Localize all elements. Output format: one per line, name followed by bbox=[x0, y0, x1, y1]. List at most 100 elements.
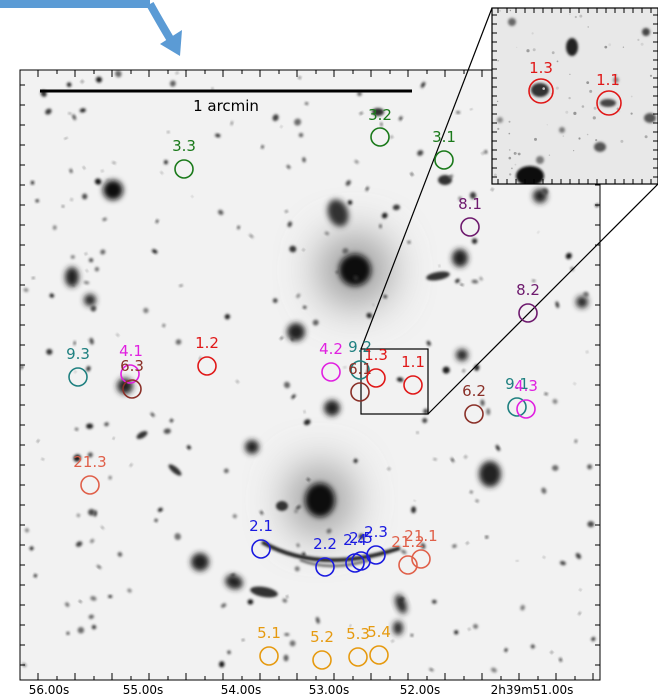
arrow-bar bbox=[0, 0, 150, 8]
marker-circle bbox=[321, 362, 341, 382]
marker-label: 2.5 bbox=[349, 529, 373, 547]
marker-circle bbox=[350, 360, 370, 380]
marker-circle bbox=[350, 382, 370, 402]
marker-circle bbox=[460, 217, 480, 237]
zoom-connector-bottom bbox=[427, 183, 658, 415]
marker-label: 1.1 bbox=[401, 353, 425, 371]
marker-circle bbox=[398, 555, 418, 575]
marker-6-3: 6.3 bbox=[120, 357, 144, 399]
inset-marker-1-1: 1.1 bbox=[596, 71, 622, 116]
marker-label: 21.1 bbox=[404, 527, 437, 545]
zoom-inset: 1.3 1.1 bbox=[491, 7, 658, 185]
image-markers: 3.3 3.2 3.1 8.1 8.2 9.3 4.16.3 1.2 4.2 9.2 6.11.3 1… bbox=[66, 106, 540, 670]
x-tick-label: 56.00s bbox=[29, 683, 70, 697]
marker-circle bbox=[366, 368, 386, 388]
marker-circle bbox=[197, 356, 217, 376]
marker-8-1: 8.1 bbox=[458, 195, 482, 237]
marker-label: 5.1 bbox=[257, 624, 281, 642]
marker-1-2: 1.2 bbox=[195, 334, 219, 376]
marker-circle bbox=[68, 367, 88, 387]
marker-label: 3.3 bbox=[172, 137, 196, 155]
marker-21-2: 21.2 bbox=[391, 533, 425, 575]
marker-label: 2.1 bbox=[249, 517, 273, 535]
inset-marker-circle bbox=[528, 78, 554, 104]
x-tick-label: 55.00s bbox=[123, 683, 164, 697]
marker-9-2: 9.2 bbox=[348, 338, 372, 380]
marker-label: 2.4 bbox=[343, 531, 367, 549]
marker-label: 3.1 bbox=[432, 128, 456, 146]
x-tick-labels: 56.00s 55.00s 54.00s 53.00s 52.00s 2h39m51.00… bbox=[29, 683, 574, 697]
marker-4-3: 4.3 bbox=[514, 377, 538, 419]
image-frame bbox=[19, 69, 601, 681]
scale-bar-label: 1 arcmin bbox=[193, 97, 259, 115]
marker-label: 5.2 bbox=[310, 628, 334, 646]
marker-6-1: 6.1 bbox=[348, 360, 372, 402]
marker-label: 21.3 bbox=[73, 453, 106, 471]
marker-21-3: 21.3 bbox=[73, 453, 107, 495]
zoom-box bbox=[360, 348, 429, 415]
marker-label: 9.1 bbox=[505, 375, 529, 393]
marker-circle bbox=[120, 364, 140, 384]
marker-circle bbox=[518, 303, 538, 323]
marker-circle bbox=[122, 379, 142, 399]
marker-circle bbox=[403, 375, 423, 395]
inset-ticks bbox=[492, 8, 658, 184]
x-tick-label: 53.00s bbox=[309, 683, 350, 697]
marker-2-3: 2.3 bbox=[364, 523, 388, 565]
x-tick-label: 2h39m51.00s bbox=[491, 683, 574, 697]
marker-4-2: 4.2 bbox=[319, 340, 343, 382]
marker-circle bbox=[411, 549, 431, 569]
marker-label: 21.2 bbox=[391, 533, 424, 551]
marker-9-3: 9.3 bbox=[66, 345, 90, 387]
marker-5-1: 5.1 bbox=[257, 624, 281, 666]
scale-bar: 1 arcmin bbox=[40, 89, 412, 115]
marker-label: 9.3 bbox=[66, 345, 90, 363]
marker-label: 6.1 bbox=[348, 360, 372, 378]
marker-3-1: 3.1 bbox=[432, 128, 456, 170]
arrow-shaft bbox=[146, 2, 176, 45]
marker-1-1: 1.1 bbox=[401, 353, 425, 395]
marker-label: 5.3 bbox=[346, 625, 370, 643]
marker-circle bbox=[251, 539, 271, 559]
marker-3-3: 3.3 bbox=[172, 137, 196, 179]
marker-1-3: 1.3 bbox=[364, 346, 388, 388]
marker-4-1: 4.1 bbox=[119, 342, 143, 384]
marker-circle bbox=[464, 404, 484, 424]
marker-2-2: 2.2 bbox=[313, 535, 337, 577]
marker-label: 4.3 bbox=[514, 377, 538, 395]
marker-circle bbox=[80, 475, 100, 495]
inset-galaxies bbox=[494, 9, 656, 184]
inset-marker-label: 1.3 bbox=[529, 59, 553, 77]
marker-label: 6.2 bbox=[462, 382, 486, 400]
marker-label: 8.1 bbox=[458, 195, 482, 213]
marker-label: 2.3 bbox=[364, 523, 388, 541]
marker-circle bbox=[312, 650, 332, 670]
pointer-arrow bbox=[0, 0, 182, 56]
inset-marker-circle bbox=[596, 90, 622, 116]
marker-21-1: 21.1 bbox=[404, 527, 438, 569]
marker-6-2: 6.2 bbox=[462, 382, 486, 424]
marker-circle bbox=[366, 545, 386, 565]
marker-circle bbox=[174, 159, 194, 179]
marker-label: 1.3 bbox=[364, 346, 388, 364]
x-tick-label: 52.00s bbox=[400, 683, 441, 697]
arrow-head bbox=[160, 30, 182, 56]
marker-circle bbox=[507, 397, 527, 417]
marker-circle bbox=[370, 127, 390, 147]
marker-label: 5.4 bbox=[367, 623, 391, 641]
marker-circle bbox=[315, 557, 335, 577]
marker-5-4: 5.4 bbox=[367, 623, 391, 665]
inset-marker-1-3: 1.3 bbox=[528, 59, 554, 104]
lensed-arcs bbox=[261, 540, 401, 567]
marker-8-2: 8.2 bbox=[516, 281, 540, 323]
marker-5-3: 5.3 bbox=[346, 625, 370, 667]
marker-label: 6.3 bbox=[120, 357, 144, 375]
marker-label: 8.2 bbox=[516, 281, 540, 299]
marker-circle bbox=[434, 150, 454, 170]
marker-circle bbox=[348, 647, 368, 667]
marker-label: 4.1 bbox=[119, 342, 143, 360]
zoom-connector-top bbox=[360, 7, 493, 350]
marker-label: 3.2 bbox=[368, 106, 392, 124]
marker-2-1: 2.1 bbox=[249, 517, 273, 559]
